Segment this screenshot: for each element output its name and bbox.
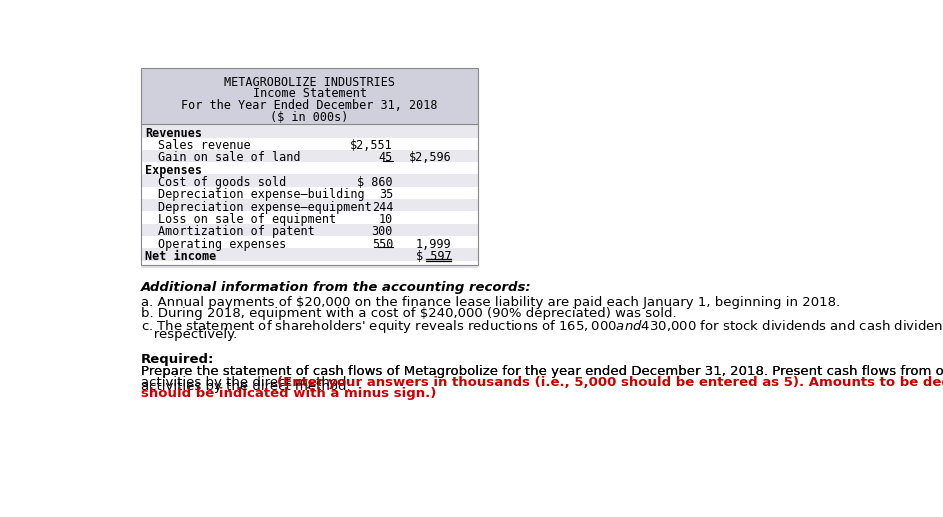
Text: Income Statement: Income Statement [253, 87, 367, 100]
Bar [141, 150, 478, 162]
Text: should be indicated with a minus sign.): should be indicated with a minus sign.) [141, 387, 437, 400]
Text: 10: 10 [379, 213, 393, 226]
Text: (Enter your answers in thousands (i.e., 5,000 should be entered as 5). Amounts t: (Enter your answers in thousands (i.e., … [277, 376, 943, 389]
Text: respectively.: respectively. [141, 328, 238, 341]
Text: Prepare the statement of cash flows of Metagrobolize for the year ended December: Prepare the statement of cash flows of M… [141, 366, 943, 393]
Text: Amortization of patent: Amortization of patent [158, 225, 315, 238]
Text: Loss on sale of equipment: Loss on sale of equipment [158, 213, 337, 226]
Bar [141, 224, 478, 236]
Text: activities by the direct method.: activities by the direct method. [141, 376, 355, 389]
Text: c. The statement of shareholders' equity reveals reductions of $165,000 and $430: c. The statement of shareholders' equity… [141, 317, 943, 334]
Text: Cost of goods sold: Cost of goods sold [158, 176, 287, 189]
Text: Gain on sale of land: Gain on sale of land [158, 151, 301, 164]
Bar [141, 236, 478, 248]
Text: $ 860: $ 860 [357, 176, 393, 189]
Bar [141, 211, 478, 224]
Text: Required:: Required: [141, 353, 214, 366]
Text: For the Year Ended December 31, 2018: For the Year Ended December 31, 2018 [181, 99, 438, 112]
Text: 45: 45 [379, 151, 393, 164]
Text: b. During 2018, equipment with a cost of $240,000 (90% depreciated) was sold.: b. During 2018, equipment with a cost of… [141, 307, 677, 320]
Bar [141, 68, 478, 265]
Text: Net income: Net income [145, 250, 216, 263]
Text: 244: 244 [372, 201, 393, 214]
Bar [141, 125, 478, 138]
Text: a. Annual payments of $20,000 on the finance lease liability are paid each Janua: a. Annual payments of $20,000 on the fin… [141, 296, 840, 309]
Text: $2,596: $2,596 [408, 151, 451, 164]
Bar [141, 199, 478, 211]
Bar [141, 174, 478, 187]
Bar [141, 162, 478, 174]
Text: $ 597: $ 597 [416, 250, 451, 263]
Text: Prepare the statement of cash flows of Metagrobolize for the year ended December: Prepare the statement of cash flows of M… [141, 366, 943, 378]
Text: Depreciation expense–equipment: Depreciation expense–equipment [158, 201, 372, 214]
Text: Sales revenue: Sales revenue [158, 139, 251, 152]
Text: Depreciation expense–building: Depreciation expense–building [158, 188, 365, 201]
Text: Revenues: Revenues [145, 127, 202, 140]
Bar [141, 248, 478, 261]
Bar [141, 265, 478, 268]
Bar [141, 138, 478, 150]
Text: 550: 550 [372, 238, 393, 251]
Text: $2,551: $2,551 [350, 139, 393, 152]
Text: Additional information from the accounting records:: Additional information from the accounti… [141, 281, 532, 294]
Text: 35: 35 [379, 188, 393, 201]
Text: 1,999: 1,999 [416, 238, 451, 251]
Bar [141, 68, 478, 124]
Text: 300: 300 [372, 225, 393, 238]
Text: Expenses: Expenses [145, 164, 202, 177]
Text: ($ in 000s): ($ in 000s) [271, 111, 349, 124]
Text: METAGROBOLIZE INDUSTRIES: METAGROBOLIZE INDUSTRIES [224, 76, 395, 89]
Text: Operating expenses: Operating expenses [158, 238, 287, 251]
Bar [141, 187, 478, 199]
